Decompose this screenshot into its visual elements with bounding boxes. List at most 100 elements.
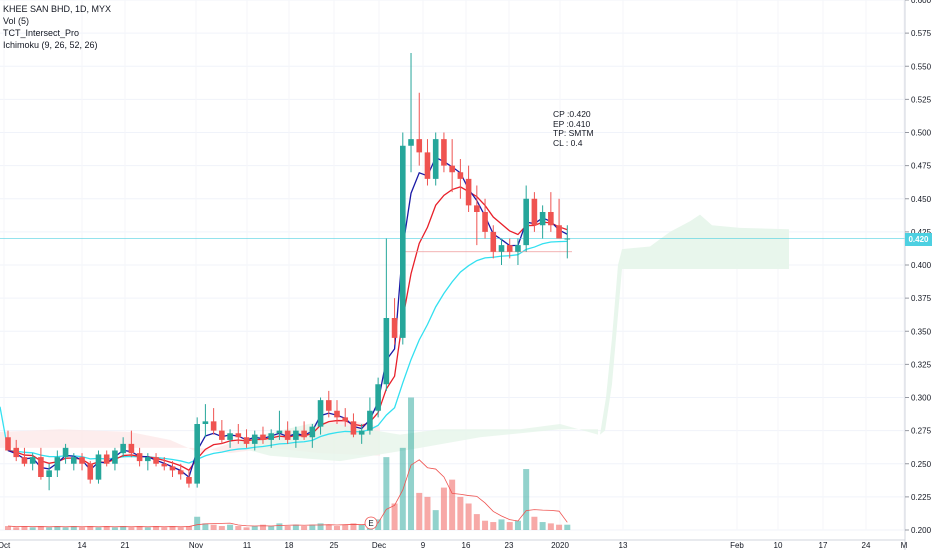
volume-bar — [564, 524, 571, 530]
candle-body — [186, 477, 192, 484]
price-tick-label: 0.550 — [911, 62, 932, 71]
candle-body — [548, 212, 554, 226]
candle-body — [95, 454, 102, 480]
candle-body — [46, 470, 52, 477]
indicator-tct[interactable]: TCT_Intersect_Pro — [3, 28, 80, 38]
candle — [400, 132, 406, 345]
price-tick-label: 0.300 — [911, 394, 932, 403]
volume-bar — [194, 516, 201, 530]
volume-bar — [408, 397, 415, 530]
indicator-volume[interactable]: Vol (5) — [3, 16, 30, 26]
time-axis: Oct 14 21 Nov 11 18 25 Dec 9 16 23 2020 13 Feb 10 17 24 M — [0, 539, 908, 550]
candle — [243, 429, 250, 448]
candle-body — [367, 410, 373, 431]
candle — [465, 165, 472, 212]
price-tick-label: 0.250 — [911, 460, 932, 469]
candle-body — [506, 245, 513, 252]
volume-bar — [153, 526, 160, 530]
volume-bar — [202, 523, 209, 530]
candle-body — [400, 145, 406, 338]
time-tick-label: 17 — [819, 541, 828, 550]
ichimoku-cloud — [0, 214, 789, 462]
candle-body — [120, 443, 126, 454]
volume-bar — [531, 516, 538, 530]
volume-bar — [358, 524, 365, 530]
indicator-ichimoku[interactable]: Ichimoku (9, 26, 52, 26) — [3, 40, 98, 50]
earnings-marker: E — [364, 516, 378, 530]
candle — [210, 408, 217, 435]
time-tick-label: 14 — [78, 541, 87, 550]
candle — [177, 463, 184, 480]
volume-bar — [87, 526, 94, 530]
volume-bar — [317, 523, 324, 530]
candle-body — [449, 165, 455, 173]
candle-body — [531, 198, 538, 226]
candle — [309, 424, 316, 448]
price-tick-label: 0.525 — [911, 95, 932, 104]
candle — [145, 453, 151, 471]
candle-body — [284, 430, 291, 440]
volume-bar — [350, 523, 357, 530]
candle — [46, 463, 52, 491]
candle — [251, 430, 258, 451]
time-tick-label: 11 — [243, 541, 252, 550]
volume-bar — [161, 527, 168, 530]
volume-bar — [292, 524, 299, 530]
candle — [103, 450, 110, 467]
price-tick-label: 0.450 — [911, 195, 932, 204]
candle-body — [79, 457, 85, 464]
annotation-cp: CP :0.420 — [553, 109, 591, 119]
volume-bar — [218, 526, 225, 530]
volume-bar — [144, 527, 151, 530]
candle — [358, 424, 365, 444]
volume-bar — [177, 527, 184, 530]
volume-bar — [268, 526, 275, 530]
price-tick-label: 0.575 — [911, 29, 932, 38]
time-tick-label: Oct — [0, 541, 11, 550]
candle-body — [309, 426, 316, 438]
candle-body — [350, 421, 357, 435]
time-tick-label: Feb — [730, 541, 744, 550]
annotation-tp: TP: SMTM — [553, 128, 594, 138]
volume-bar — [342, 524, 349, 530]
candle-body — [539, 212, 546, 226]
candle — [276, 410, 283, 440]
volume-bars: E — [5, 397, 571, 530]
volume-bar — [473, 514, 480, 530]
time-tick-label: 18 — [285, 541, 294, 550]
volume-ma-line — [7, 459, 568, 528]
candle — [219, 420, 225, 444]
volume-bar — [440, 487, 447, 530]
volume-bar — [136, 526, 143, 530]
candle — [548, 192, 554, 232]
price-tick-label: 0.475 — [911, 162, 932, 171]
candle-body — [334, 410, 340, 418]
candle — [38, 447, 44, 480]
annotation-cl: CL : 0.4 — [553, 137, 583, 148]
price-tick-label: 0.275 — [911, 427, 932, 436]
candle-body — [325, 400, 332, 411]
candle — [449, 139, 455, 193]
candle — [268, 429, 274, 448]
candle-body — [432, 139, 439, 179]
candle — [539, 205, 546, 239]
candle-body — [301, 430, 307, 438]
time-tick-label: M — [901, 541, 908, 550]
earnings-marker-label: E — [368, 519, 373, 528]
volume-bar — [70, 526, 77, 530]
volume-bar — [13, 527, 20, 530]
candle — [441, 132, 447, 173]
candle-body — [62, 447, 69, 458]
candle — [71, 453, 77, 471]
candle — [408, 53, 414, 173]
volume-bar — [432, 510, 439, 530]
candle-body — [375, 384, 381, 411]
candle-body — [391, 318, 398, 338]
candle — [334, 400, 340, 424]
volume-bar — [523, 469, 530, 530]
candlesticks — [5, 53, 571, 491]
candle-body — [54, 457, 61, 471]
annotation-ep: EP :0.410 — [553, 118, 591, 129]
volume-bar — [21, 526, 28, 530]
